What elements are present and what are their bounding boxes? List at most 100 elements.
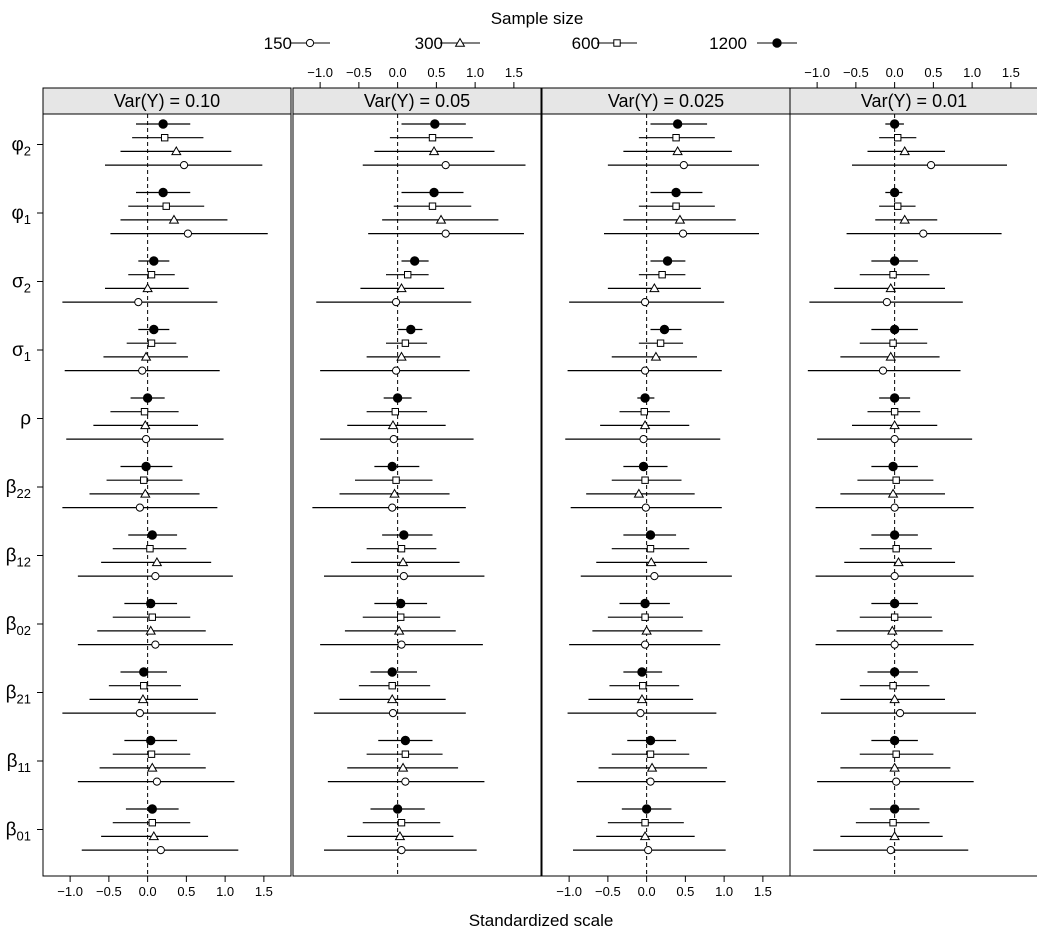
- x-tick-label: 0.0: [638, 884, 656, 899]
- estimate-n1200: [149, 256, 159, 266]
- param-group-ρ: [66, 393, 224, 444]
- estimate-n600: [391, 408, 400, 416]
- estimate-n150: [886, 846, 895, 855]
- row-label: β11: [7, 751, 31, 775]
- panel-strip: [42, 87, 292, 115]
- estimate-n600: [889, 682, 897, 690]
- estimate-n600: [140, 408, 149, 416]
- estimate-n300: [885, 283, 897, 293]
- param-group-σ2: [62, 256, 218, 307]
- legend-label-600: 600: [572, 34, 600, 53]
- estimate-n150: [401, 777, 410, 786]
- legend-symbol-600: [613, 39, 621, 47]
- estimate-n150: [640, 366, 650, 375]
- row-label: β21: [6, 683, 31, 707]
- x-tick-label: 0.0: [886, 65, 904, 80]
- x-tick-label: 0.5: [924, 65, 942, 80]
- estimate-n600: [388, 682, 396, 690]
- estimate-n150: [441, 229, 450, 238]
- param-group-ρ: [320, 393, 474, 444]
- param-group-β11: [576, 735, 726, 786]
- estimate-n1200: [645, 530, 656, 540]
- estimate-n1200: [889, 393, 900, 403]
- legend-entry-600: 600: [572, 34, 637, 53]
- estimate-n600: [148, 819, 156, 827]
- estimate-n300: [639, 420, 651, 430]
- estimate-n150: [679, 161, 688, 170]
- panel-title: Var(Y) = 0.01: [861, 91, 967, 111]
- estimate-n600: [147, 750, 156, 758]
- estimate-n600: [397, 613, 405, 621]
- x-tick-label: −1.0: [556, 884, 582, 899]
- x-tick-label: 0.0: [389, 65, 407, 80]
- estimate-n150: [156, 846, 165, 855]
- panel-2: Var(Y) = 0.05 −1.0 −0.5 0.0 0.5 1.0 1.5: [292, 65, 542, 877]
- estimate-n1200: [637, 667, 647, 677]
- param-group-β21: [62, 667, 216, 718]
- row-label: β01: [6, 820, 31, 844]
- param-group-β12: [324, 530, 485, 581]
- estimate-n1200: [392, 393, 403, 403]
- estimate-n300: [887, 625, 898, 635]
- estimate-n300: [140, 488, 151, 498]
- param-group-σ1: [807, 324, 961, 375]
- estimate-n150: [441, 161, 450, 170]
- estimate-n300: [889, 762, 900, 772]
- x-tick-label: 0.5: [177, 884, 195, 899]
- estimate-n1200: [889, 804, 900, 814]
- estimate-n1200: [399, 530, 409, 540]
- estimate-n600: [147, 271, 156, 279]
- panels: Var(Y) = 0.10 −1.0 −0.5 0.0 0.5 1.0 1.5 Var(Y) …: [42, 65, 1037, 899]
- estimate-n300: [899, 146, 910, 156]
- x-tick-label: 1.5: [1002, 65, 1020, 80]
- estimate-n300: [151, 557, 163, 567]
- estimate-n150: [644, 846, 653, 855]
- param-group-σ1: [567, 324, 722, 375]
- estimate-n1200: [889, 530, 900, 540]
- estimate-n300: [435, 214, 447, 224]
- x-axis-title: Standardized scale: [469, 911, 614, 930]
- panel-title: Var(Y) = 0.10: [114, 91, 220, 111]
- estimate-n1200: [430, 119, 440, 129]
- estimate-n300: [885, 351, 897, 361]
- estimate-n150: [388, 709, 398, 718]
- estimate-n150: [646, 777, 655, 786]
- param-group-φ1: [368, 187, 524, 238]
- panel-frame: [42, 113, 292, 877]
- estimate-n150: [183, 229, 193, 238]
- x-tick-label: 0.0: [139, 884, 157, 899]
- estimate-n1200: [641, 804, 652, 814]
- estimate-n150: [135, 503, 144, 512]
- estimate-n600: [397, 819, 406, 827]
- estimate-n1200: [387, 461, 397, 472]
- estimate-n300: [636, 694, 648, 704]
- estimate-n300: [171, 146, 182, 156]
- estimate-n600: [148, 613, 156, 621]
- estimate-n1200: [640, 598, 650, 609]
- param-group-β22: [312, 461, 466, 512]
- estimate-n1200: [392, 804, 403, 814]
- legend-entry-300: 300: [415, 34, 480, 53]
- x-tick-label: −0.5: [346, 65, 372, 80]
- param-group-β11: [327, 735, 485, 786]
- estimate-n600: [640, 408, 648, 416]
- legend-symbol-1200: [772, 38, 782, 48]
- x-tick-label: 1.5: [505, 65, 523, 80]
- estimate-n600: [892, 476, 900, 484]
- param-group-φ2: [362, 119, 526, 170]
- estimate-n300: [889, 420, 900, 430]
- param-group-β22: [815, 461, 974, 512]
- estimate-n300: [140, 420, 151, 430]
- estimate-n300: [147, 762, 158, 772]
- estimate-n150: [141, 435, 151, 444]
- estimate-n300: [893, 557, 904, 567]
- estimate-n600: [890, 613, 899, 621]
- estimate-n600: [894, 202, 902, 210]
- estimate-n300: [887, 488, 899, 498]
- estimate-n1200: [409, 256, 420, 266]
- x-tick-label: 1.0: [715, 884, 733, 899]
- panel-4: Var(Y) = 0.01 −1.0 −0.5 0.0 0.5 1.0 1.5: [789, 65, 1037, 877]
- x-tick-label: 0.5: [676, 884, 694, 899]
- estimate-n300: [633, 488, 645, 498]
- estimate-n600: [140, 476, 148, 484]
